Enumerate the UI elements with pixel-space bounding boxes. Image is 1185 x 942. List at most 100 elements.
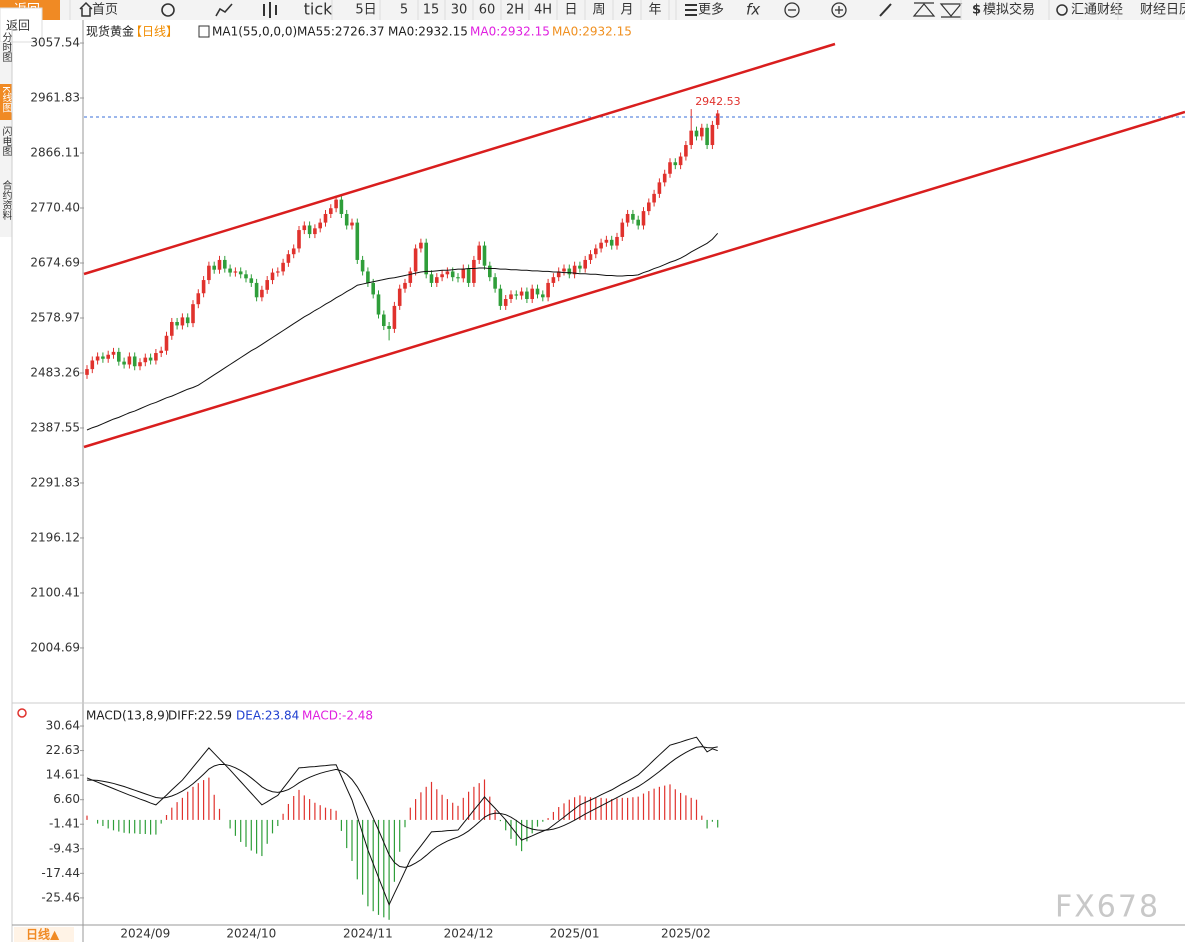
channel-upper[interactable] — [83, 42, 836, 276]
sidebar-tab[interactable]: 分时图 — [0, 32, 12, 63]
candle-body — [90, 360, 95, 370]
candle-body — [111, 351, 116, 355]
candle-body — [403, 282, 407, 289]
candle-body — [519, 291, 524, 296]
candle-body — [122, 361, 126, 365]
toolbar-item[interactable]: 5 — [400, 3, 408, 18]
candle-body — [435, 277, 439, 283]
bottom-tab[interactable]: 日线▲ — [26, 927, 60, 942]
candle-body — [196, 293, 201, 305]
x-tick-label: 2024/11 — [343, 927, 393, 941]
sidebar-tab[interactable]: 闪电图 — [0, 125, 12, 157]
toolbar-item[interactable]: 模拟交易 — [983, 2, 1035, 18]
toolbar-item[interactable]: 月 — [620, 3, 633, 18]
toolbar-item[interactable]: 财经日历 — [1140, 3, 1185, 18]
y-tick-label: 2100.41 — [30, 585, 80, 599]
toolbar-item[interactable]: 日 — [564, 3, 577, 18]
candle-body — [509, 294, 513, 300]
sidebar-tab[interactable]: K线图 — [0, 86, 12, 113]
candle-body — [710, 124, 715, 146]
up-icon[interactable] — [912, 2, 936, 17]
candle-body — [461, 268, 466, 279]
line-icon[interactable] — [215, 3, 233, 17]
candle-body — [291, 248, 296, 255]
diff-line — [86, 736, 718, 907]
y-tick-label: 2483.26 — [30, 365, 80, 379]
candle-body — [657, 182, 662, 194]
candle-body — [344, 213, 349, 226]
candle-body — [604, 239, 609, 243]
back-popup[interactable] — [0, 7, 43, 43]
y-tick-label: 6.60 — [53, 792, 80, 806]
candle-body — [212, 265, 216, 270]
candle-body — [127, 356, 132, 365]
candle-body — [334, 199, 338, 209]
candle-body — [541, 294, 545, 298]
settings-icon[interactable] — [17, 708, 27, 718]
zoom-in-icon[interactable] — [831, 2, 847, 18]
candle-body — [689, 130, 693, 146]
candle-body — [159, 350, 163, 354]
candle-body — [599, 242, 603, 249]
candle-body — [249, 278, 254, 283]
candle-body — [387, 326, 391, 329]
plot: 现货黄金【日线】 MA1(55,0,0,0) MA55:2726.37 MA0:293… — [30, 24, 740, 941]
legend-item: DEA:23.84 — [236, 709, 299, 723]
candle-icon[interactable] — [263, 2, 277, 18]
legend-item: MA0:2932.15 — [470, 25, 550, 39]
candle-body — [313, 228, 317, 235]
toolbar-item[interactable]: 60 — [479, 3, 496, 18]
legend-item: MACD:-2.48 — [302, 709, 373, 723]
candle-body — [419, 242, 423, 249]
toolbar-item[interactable]: 首页 — [92, 3, 118, 18]
toolbar-item[interactable]: 30 — [451, 3, 468, 18]
candle-body — [556, 271, 561, 278]
legend-item: MA0:2932.15 — [552, 25, 632, 39]
toolbar-item[interactable]: 15 — [423, 3, 440, 18]
toolbar-item[interactable]: 周 — [592, 3, 605, 18]
ma-icon[interactable] — [198, 25, 210, 38]
refresh-icon[interactable] — [161, 3, 175, 17]
dollar-icon: $ — [972, 3, 981, 18]
candle-body — [106, 354, 110, 359]
toolbar-item[interactable]: 2H — [506, 3, 524, 18]
active-tab-bg — [0, 84, 12, 120]
toolbar-item[interactable]: 汇通财经 — [1071, 3, 1123, 18]
toolbar-item[interactable]: 年 — [648, 3, 661, 18]
down-icon[interactable] — [939, 3, 963, 18]
toolbar-item[interactable]: 更多 — [698, 2, 724, 18]
menu-icon — [685, 4, 697, 16]
candle-body — [281, 262, 285, 272]
candle-body — [609, 239, 614, 246]
bottom-tab-bg[interactable] — [14, 927, 74, 942]
fx-icon[interactable]: fx — [746, 1, 760, 19]
candle-body — [684, 145, 688, 157]
y-tick-label: 30.64 — [46, 719, 80, 733]
y-tick-label: 2004.69 — [30, 640, 80, 654]
candle-body — [329, 208, 333, 214]
toolbar-item[interactable]: 5日 — [355, 3, 376, 18]
candle-body — [228, 268, 232, 273]
candle-body — [233, 271, 238, 273]
candle-body — [488, 265, 492, 278]
toolbar: fx 返回首页tick5日51530602H4H日周月年更多模拟交易汇通财经财经… — [0, 0, 1185, 20]
y-tick-label: -1.41 — [49, 817, 80, 831]
channel-lower[interactable] — [83, 110, 1185, 449]
back-popup-label[interactable]: 返回 — [6, 19, 30, 33]
candle-body — [625, 213, 630, 223]
candle-body — [620, 222, 625, 237]
sidebar-tab[interactable]: 合约资料 — [0, 179, 12, 221]
zoom-in-plus — [835, 6, 843, 14]
legend-item: 现货黄金 — [86, 24, 134, 39]
legend-item: MACD(13,8,9) — [86, 709, 170, 723]
candle-body — [254, 282, 259, 298]
toolbar-item[interactable]: tick — [304, 0, 334, 19]
candle-body — [143, 357, 148, 363]
pen-icon[interactable] — [879, 3, 892, 17]
zoom-out-icon[interactable] — [784, 2, 800, 18]
legend-item: MA0:2932.15 — [388, 25, 468, 39]
candle-body — [673, 162, 678, 166]
candle-body — [424, 242, 428, 275]
toolbar-item[interactable]: 4H — [534, 3, 552, 18]
